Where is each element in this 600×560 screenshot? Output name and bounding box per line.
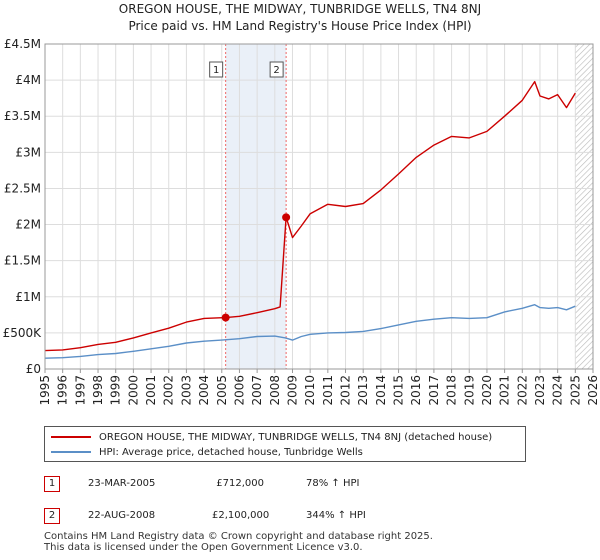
x-tick-label: 1997 <box>73 375 87 406</box>
x-tick-label: 2014 <box>374 375 388 406</box>
x-tick-label: 2026 <box>586 375 600 406</box>
legend: OREGON HOUSE, THE MIDWAY, TUNBRIDGE WELL… <box>44 426 526 462</box>
plot-border <box>44 43 594 370</box>
y-tick-label: £1M <box>15 290 41 304</box>
sale-price: £712,000 <box>216 478 264 489</box>
footer-line-1: Contains HM Land Registry data © Crown c… <box>44 531 433 542</box>
x-tick-label: 2008 <box>268 375 282 406</box>
legend-label-hpi: HPI: Average price, detached house, Tunb… <box>99 446 363 458</box>
price-chart: 1 2 £0 £500K £1M £1.5M £2M £2.5M £3M £3.5M £4M £4.… <box>3 37 600 406</box>
chart-title: OREGON HOUSE, THE MIDWAY, TUNBRIDGE WELL… <box>0 0 600 35</box>
sale-period-band <box>225 44 287 369</box>
sale-date: 22-AUG-2008 <box>88 510 156 521</box>
legend-label-property: OREGON HOUSE, THE MIDWAY, TUNBRIDGE WELL… <box>99 431 493 443</box>
x-tick-label: 2010 <box>303 375 317 406</box>
x-tick-label: 2004 <box>197 375 211 406</box>
y-tick-label: £1.5M <box>4 254 41 268</box>
title-line-2: Price paid vs. HM Land Registry's House … <box>128 19 472 33</box>
sale-row: 1 23-MAR-2005 £712,000 78% ↑ HPI <box>44 476 424 494</box>
x-tick-label: 2005 <box>215 375 229 406</box>
x-tick-label: 2021 <box>498 375 512 406</box>
x-tick-label: 2011 <box>321 375 335 406</box>
sale-row: 2 22-AUG-2008 £2,100,000 344% ↑ HPI <box>44 508 424 526</box>
sale-date: 23-MAR-2005 <box>88 478 156 489</box>
x-tick-label: 2016 <box>409 375 423 406</box>
legend-item-hpi: HPI: Average price, detached house, Tunb… <box>51 445 363 459</box>
y-tick-label: £4.5M <box>4 37 41 51</box>
sale-hpi-change: 78% ↑ HPI <box>306 478 360 489</box>
y-tick-label: £0 <box>26 362 41 376</box>
hpi-line <box>44 304 576 359</box>
y-tick-label: £2.5M <box>4 181 41 195</box>
x-tick-label: 2015 <box>392 375 406 406</box>
sale-marker-box <box>269 61 284 78</box>
x-tick-label: 1995 <box>38 375 52 406</box>
sale-number-badge: 1 <box>44 476 60 492</box>
sale-marker-label: 1 <box>213 65 219 76</box>
x-tick-label: 2001 <box>144 375 158 406</box>
x-tick-label: 2017 <box>427 375 441 406</box>
x-tick-label: 2018 <box>445 375 459 406</box>
legend-swatch-hpi <box>51 451 91 453</box>
x-tick-label: 2022 <box>515 375 529 406</box>
x-tick-label: 2007 <box>250 375 264 406</box>
x-tick-label: 1996 <box>56 375 70 406</box>
sale-marker-box <box>209 61 224 78</box>
x-tick-label: 2009 <box>285 375 299 406</box>
x-tick-label: 1998 <box>91 375 105 406</box>
title-line-1: OREGON HOUSE, THE MIDWAY, TUNBRIDGE WELL… <box>118 2 482 16</box>
forecast-shaded-region <box>575 44 593 369</box>
y-tick-label: £4M <box>15 73 41 87</box>
x-tick-label: 2020 <box>480 375 494 406</box>
x-tick-label: 2002 <box>162 375 176 406</box>
footer-attribution: Contains HM Land Registry data © Crown c… <box>44 531 433 553</box>
y-tick-label: £500K <box>3 326 43 340</box>
x-tick-label: 1999 <box>109 375 123 406</box>
x-tick-label: 2003 <box>179 375 193 406</box>
x-tick-label: 2012 <box>339 375 353 406</box>
sale-marker-label: 2 <box>273 65 279 76</box>
sale-point <box>282 213 291 222</box>
sale-number-badge: 2 <box>44 508 60 524</box>
x-tick-label: 2023 <box>533 375 547 406</box>
legend-item-property: OREGON HOUSE, THE MIDWAY, TUNBRIDGE WELL… <box>51 430 492 444</box>
y-tick-label: £2M <box>15 218 41 232</box>
y-tick-label: £3M <box>15 145 41 159</box>
x-tick-label: 2013 <box>356 375 370 406</box>
x-tick-label: 2025 <box>568 375 582 406</box>
property-price-line <box>44 80 576 352</box>
x-tick-label: 2024 <box>551 375 565 406</box>
x-tick-label: 2000 <box>126 375 140 406</box>
footer-line-2: This data is licensed under the Open Gov… <box>44 542 363 553</box>
x-tick-label: 2006 <box>232 375 246 406</box>
sale-hpi-change: 344% ↑ HPI <box>306 510 366 521</box>
x-tick-label: 2019 <box>462 375 476 406</box>
y-tick-label: £3.5M <box>4 109 41 123</box>
sale-point <box>221 313 230 322</box>
legend-swatch-property <box>51 436 91 438</box>
sale-price: £2,100,000 <box>212 510 270 521</box>
